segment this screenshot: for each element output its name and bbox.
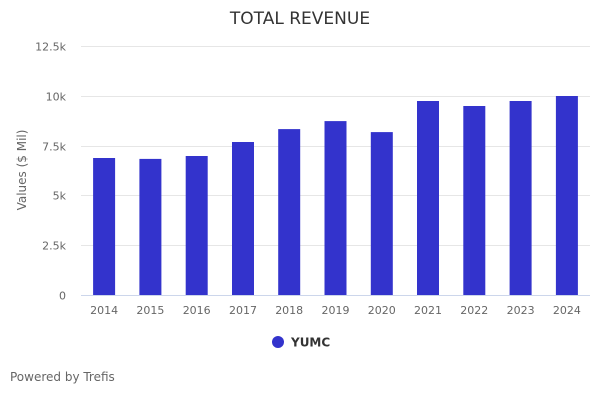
y-axis-ticks: 0 2.5k 5k 7.5k 10k 12.5k <box>35 41 66 303</box>
bar-2015[interactable] <box>139 158 162 295</box>
chart-title: TOTAL REVENUE <box>229 9 370 29</box>
x-tick-label: 2022 <box>460 304 488 317</box>
x-tick-label: 2021 <box>414 304 442 317</box>
bar-2022[interactable] <box>463 106 486 295</box>
y-tick-label: 10k <box>46 91 67 104</box>
y-tick-label: 12.5k <box>35 41 66 54</box>
powered-by-credit[interactable]: Powered by Trefis <box>10 370 115 384</box>
y-axis-title: Values ($ Mil) <box>15 130 29 211</box>
x-tick-label: 2020 <box>368 304 396 317</box>
bar-2020[interactable] <box>370 132 393 295</box>
bar-2019[interactable] <box>324 121 347 295</box>
x-tick-label: 2015 <box>136 304 164 317</box>
y-tick-label: 7.5k <box>42 141 66 154</box>
bar-2023[interactable] <box>509 101 532 295</box>
x-tick-label: 2018 <box>275 304 303 317</box>
x-tick-label: 2017 <box>229 304 257 317</box>
x-tick-label: 2014 <box>90 304 118 317</box>
legend-item-yumc[interactable]: YUMC <box>272 336 330 350</box>
x-axis-ticks: 2014 2015 2016 2017 2018 2019 2020 2021 2022 2023… <box>90 304 581 317</box>
bar-2021[interactable] <box>417 101 439 295</box>
bar-2018[interactable] <box>278 129 301 295</box>
bar-2016[interactable] <box>185 156 208 295</box>
y-tick-label: 0 <box>59 290 66 303</box>
bar-2017[interactable] <box>232 142 254 295</box>
x-tick-label: 2024 <box>553 304 581 317</box>
y-tick-label: 5k <box>53 190 67 203</box>
x-tick-label: 2016 <box>183 304 211 317</box>
bars <box>93 96 578 295</box>
legend-marker <box>272 336 284 348</box>
x-tick-label: 2019 <box>322 304 350 317</box>
bar-2014[interactable] <box>93 158 116 295</box>
bar-2024[interactable] <box>555 96 578 295</box>
legend-label: YUMC <box>290 336 330 350</box>
x-tick-label: 2023 <box>507 304 535 317</box>
y-tick-label: 2.5k <box>42 240 66 253</box>
